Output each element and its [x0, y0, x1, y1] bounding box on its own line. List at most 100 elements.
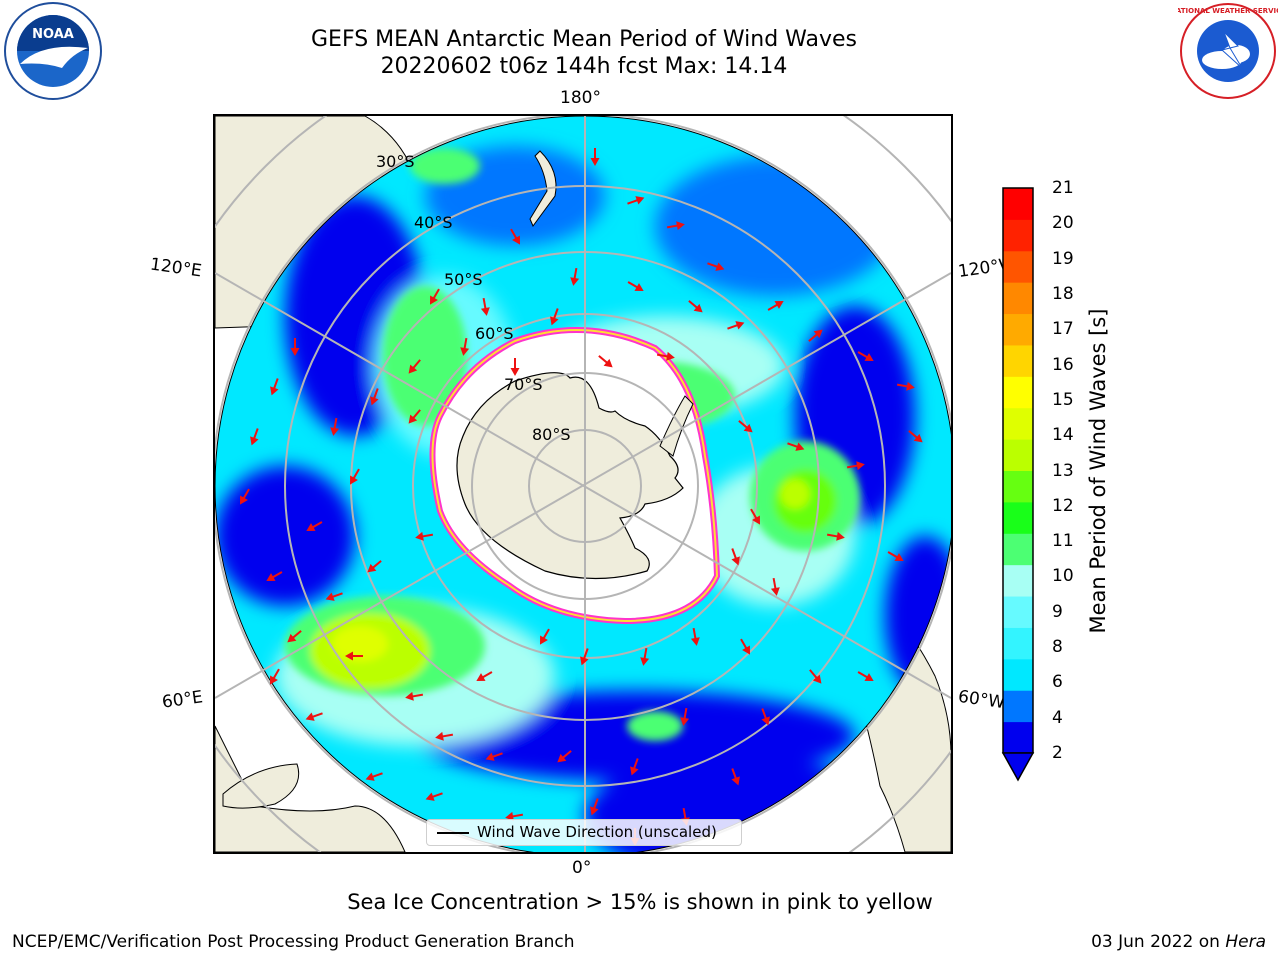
colorbar-band [1003, 407, 1033, 440]
nws-logo-text: NATIONAL WEATHER SERVICE [1178, 7, 1278, 15]
wave-direction-arrow [370, 388, 379, 406]
colorbar-tick-label: 14 [1052, 425, 1074, 446]
colorbar-min-extend [1001, 752, 1035, 782]
colorbar-tick-label: 6 [1052, 672, 1063, 693]
wave-direction-arrow [857, 671, 874, 681]
polar-map [213, 114, 953, 854]
wave-direction-arrow [908, 430, 923, 443]
wave-direction-arrow [505, 811, 524, 821]
wave-direction-arrow [761, 708, 770, 726]
lat-label-60s: 60°S [475, 324, 514, 343]
wave-direction-arrow [666, 221, 685, 231]
wave-direction-arrow [750, 508, 760, 525]
nws-logo-icon: NATIONAL WEATHER SERVICE [1178, 3, 1278, 99]
colorbar-band [1003, 533, 1033, 566]
lat-label-40s: 40°S [414, 213, 453, 232]
wave-direction-arrow [640, 647, 650, 666]
colorbar-tick-label: 2 [1052, 743, 1063, 763]
legend-line-swatch [437, 832, 469, 834]
wave-direction-arrow [896, 381, 915, 391]
wave-direction-arrow [550, 308, 559, 326]
wave-direction-arrow [425, 792, 443, 801]
wave-direction-arrow [580, 648, 589, 666]
wave-direction-arrow [325, 592, 343, 601]
wind-wave-arrows [240, 148, 923, 846]
colorbar-band [1003, 250, 1033, 283]
wave-direction-arrow [250, 428, 259, 446]
wave-direction-arrow [738, 420, 753, 433]
wave-direction-arrow [480, 297, 490, 316]
colorbar-tick-label: 17 [1052, 319, 1074, 340]
wave-direction-arrow [826, 531, 845, 541]
noaa-logo-text: NOAA [32, 27, 74, 42]
map-legend: Wind Wave Direction (unscaled) [426, 819, 742, 846]
wave-direction-arrow [656, 351, 675, 361]
colorbar-band [1003, 721, 1033, 754]
wave-direction-arrow [350, 468, 360, 485]
footer-credit: NCEP/EMC/Verification Post Processing Pr… [12, 932, 575, 952]
colorbar-band [1003, 439, 1033, 471]
colorbar-band [1003, 627, 1033, 660]
wave-direction-arrow [767, 301, 784, 311]
footer-date-text: 03 Jun 2022 on [1091, 932, 1226, 952]
wave-direction-arrow [405, 691, 424, 701]
wave-direction-arrow [590, 148, 600, 166]
antarctica-land [456, 372, 684, 580]
colorbar-tick-label: 9 [1052, 601, 1063, 622]
lat-label-30s: 30°S [376, 152, 415, 171]
colorbar-band [1003, 344, 1033, 377]
legend-label: Wind Wave Direction (unscaled) [477, 823, 717, 841]
wave-direction-arrow [476, 671, 493, 681]
wave-direction-arrow [270, 378, 279, 396]
wave-direction-arrow [345, 651, 363, 661]
wave-direction-arrow [430, 288, 440, 305]
wave-direction-arrow [787, 442, 805, 451]
colorbar-tick-label: 20 [1052, 213, 1074, 234]
colorbar-tick-label: 18 [1052, 283, 1074, 304]
wave-direction-arrow [306, 521, 323, 531]
wave-direction-arrow [240, 488, 250, 505]
wave-direction-arrow [731, 548, 740, 566]
colorbar-tick-label: 10 [1052, 566, 1074, 587]
wave-direction-arrow [680, 707, 690, 726]
colorbar-label: Mean Period of Wind Waves [s] [1086, 308, 1110, 634]
colorbar-tick-label: 12 [1052, 495, 1074, 516]
colorbar-band [1003, 188, 1033, 220]
wave-direction-arrow [590, 798, 599, 816]
wave-direction-arrow [598, 355, 613, 368]
graticule [215, 116, 951, 852]
wave-direction-arrow [727, 321, 745, 330]
wave-direction-arrow [630, 758, 639, 776]
colorbar-band [1003, 658, 1033, 691]
wave-direction-arrow [770, 577, 780, 596]
colorbar-band [1003, 313, 1033, 346]
wave-direction-arrow [570, 267, 580, 286]
lon-label-120e: 120°E [148, 254, 203, 282]
wave-direction-arrow [540, 628, 550, 645]
colorbar-band [1003, 219, 1033, 252]
wave-direction-arrow [266, 571, 283, 581]
wave-direction-arrow [305, 712, 323, 721]
map-title: GEFS MEAN Antarctic Mean Period of Wind … [311, 27, 857, 52]
map-subtitle: 20220602 t06z 144h fcst Max: 14.14 [380, 54, 788, 79]
noaa-logo-icon: NOAA [4, 2, 102, 100]
wave-direction-arrow [846, 461, 865, 471]
colorbar-tick-label: 16 [1052, 354, 1074, 375]
colorbar-tick-label: 4 [1052, 707, 1063, 728]
wave-direction-arrow [485, 752, 503, 761]
wave-direction-arrow [415, 531, 434, 541]
lon-label-180: 180° [560, 88, 601, 108]
colorbar-band [1003, 282, 1033, 315]
wave-direction-arrow [740, 638, 750, 655]
africa-land [215, 725, 406, 852]
lat-label-70s: 70°S [504, 375, 543, 394]
wave-direction-arrow [330, 417, 340, 436]
colorbar [1001, 187, 1035, 782]
wave-direction-arrow [408, 409, 421, 424]
lat-label-50s: 50°S [444, 270, 483, 289]
wave-direction-arrow [690, 627, 700, 646]
colorbar-tick-label: 11 [1052, 531, 1074, 552]
antarctic-peninsula [659, 395, 694, 457]
footer-machine: Hera [1225, 932, 1266, 952]
colorbar-band [1003, 596, 1033, 628]
